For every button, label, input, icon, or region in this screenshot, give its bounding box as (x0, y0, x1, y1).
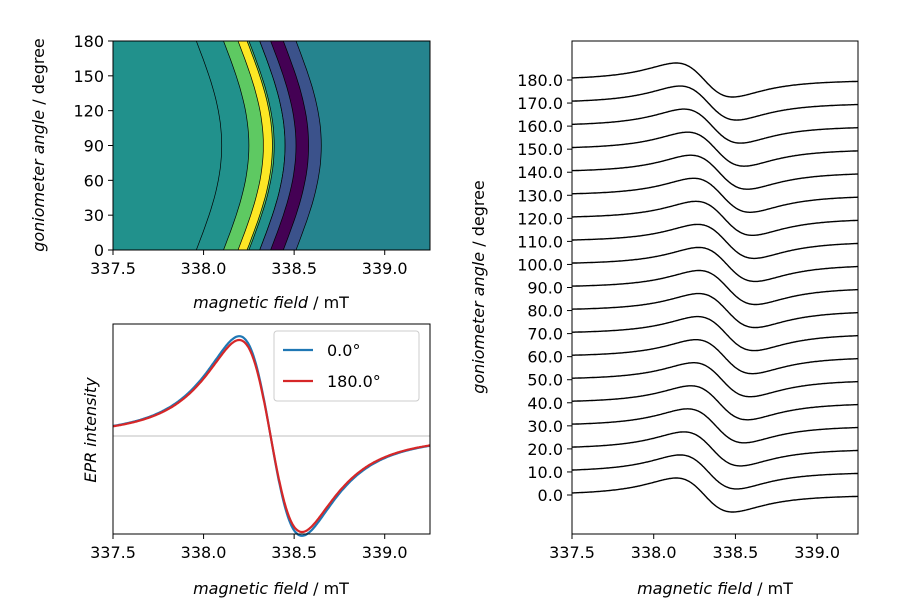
stacked-trace-90 (572, 269, 859, 306)
stacked-y-tick-label: 150.0 (517, 140, 563, 159)
stacked-y-tick-label: 120.0 (517, 209, 563, 228)
stacked-y-tick-label: 0.0 (538, 486, 563, 505)
epr-x-tick-label: 339.0 (362, 543, 408, 562)
stacked-x-label: magnetic field / mT (637, 579, 793, 598)
stacked-trace-0 (572, 477, 858, 513)
stacked-x-tick-label: 339.0 (794, 543, 840, 562)
contour-plot-area (113, 40, 430, 251)
stacked-trace-100 (572, 246, 858, 283)
contour-y-tick-label: 0 (94, 241, 104, 260)
stacked-trace-170 (572, 85, 858, 121)
stacked-y-tick-label: 50.0 (527, 371, 563, 390)
contour-y-tick-label: 120 (73, 102, 104, 121)
epr-y-label: EPR intensity (81, 377, 100, 483)
stacked-y-tick-label: 30.0 (527, 417, 563, 436)
stacked-y-tick-label: 110.0 (517, 232, 563, 251)
stacked-spectra-panel: 337.5 338.0 338.5 339.0 0.0 10.0 20.0 30.0 40.0… (469, 40, 859, 598)
stacked-trace-80 (572, 292, 858, 329)
epr-plot-area (112, 335, 431, 537)
legend: 0.0° 180.0° (273, 330, 420, 402)
stacked-y-tick-label: 80.0 (527, 302, 563, 321)
contour-y-label: goniometer angle / degree (29, 38, 48, 252)
epr-series-1 (112, 338, 431, 534)
stacked-y-tick-label: 20.0 (527, 440, 563, 459)
contour-y-ticks: 0 30 60 90 120 150 180 (73, 32, 113, 260)
stacked-trace-60 (572, 339, 858, 375)
contour-x-tick-label: 338.0 (181, 259, 227, 278)
stacked-x-tick-label: 338.0 (631, 543, 677, 562)
stacked-y-tick-label: 70.0 (527, 325, 563, 344)
stacked-y-tick-label: 130.0 (517, 186, 563, 205)
stacked-y-tick-label: 140.0 (517, 163, 563, 182)
stacked-y-tick-label: 100.0 (517, 255, 563, 274)
contour-y-tick-label: 150 (73, 67, 104, 86)
stacked-trace-30 (571, 408, 859, 444)
epr-spectrum-panel: 337.5 338.0 338.5 339.0 magnetic field / mT… (81, 323, 431, 598)
stacked-y-ticks: 0.0 10.0 20.0 30.0 40.0 50.0 60.0 70.0 80.0 90.0 1… (517, 71, 572, 505)
legend-label-1: 180.0° (327, 372, 381, 391)
contour-x-tick-label: 337.5 (90, 259, 136, 278)
legend-box (273, 330, 420, 402)
stacked-y-tick-label: 90.0 (527, 279, 563, 298)
contour-panel: 337.5 338.0 338.5 339.0 0 30 60 90 120 150 180 ma… (29, 32, 431, 312)
contour-y-tick-label: 90 (84, 137, 104, 156)
stacked-trace-130 (572, 177, 858, 214)
stacked-x-tick-label: 337.5 (549, 543, 595, 562)
stacked-trace-140 (571, 154, 859, 190)
stacked-trace-110 (572, 223, 858, 260)
legend-label-0: 0.0° (327, 341, 360, 360)
epr-x-tick-label: 338.5 (271, 543, 317, 562)
stacked-y-tick-label: 160.0 (517, 117, 563, 136)
stacked-y-tick-label: 60.0 (527, 348, 563, 367)
contour-x-label: magnetic field / mT (193, 293, 349, 312)
contour-y-tick-label: 180 (73, 32, 104, 51)
contour-x-tick-label: 339.0 (362, 259, 408, 278)
stacked-y-label: goniometer angle / degree (469, 180, 488, 394)
epr-x-tick-label: 337.5 (90, 543, 136, 562)
stacked-x-tick-label: 338.5 (713, 543, 759, 562)
stacked-trace-70 (572, 315, 858, 352)
contour-y-tick-label: 60 (84, 171, 104, 190)
stacked-trace-160 (572, 108, 858, 144)
stacked-y-tick-label: 40.0 (527, 394, 563, 413)
epr-x-tick-label: 338.0 (181, 543, 227, 562)
stacked-trace-10 (572, 454, 859, 490)
stacked-trace-20 (572, 431, 858, 467)
contour-x-ticks: 337.5 338.0 338.5 339.0 (90, 250, 408, 278)
stacked-trace-150 (572, 131, 858, 167)
stacked-trace-50 (572, 362, 859, 398)
stacked-x-ticks: 337.5 338.0 338.5 339.0 (549, 534, 840, 562)
stacked-y-tick-label: 10.0 (527, 463, 563, 482)
stacked-trace-120 (572, 200, 859, 237)
stacked-y-tick-label: 170.0 (517, 94, 563, 113)
stacked-trace-40 (572, 385, 858, 421)
epr-x-ticks: 337.5 338.0 338.5 339.0 (90, 534, 408, 562)
epr-x-label: magnetic field / mT (193, 579, 349, 598)
stacked-y-tick-label: 180.0 (517, 71, 563, 90)
contour-x-tick-label: 338.5 (271, 259, 317, 278)
stacked-plot-area (571, 62, 859, 513)
stacked-frame (571, 40, 859, 535)
epr-frame (112, 323, 431, 535)
contour-y-tick-label: 30 (84, 206, 104, 225)
stacked-trace-180 (572, 62, 858, 98)
